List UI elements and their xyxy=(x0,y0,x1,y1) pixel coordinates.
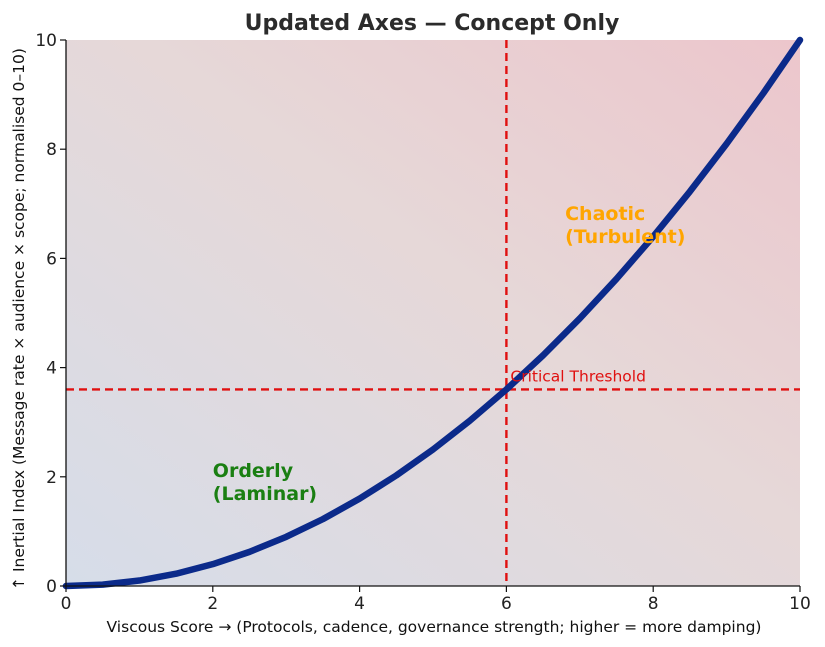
x-tick-label: 6 xyxy=(501,594,512,614)
x-tick-label: 2 xyxy=(207,594,218,614)
threshold-label: Critical Threshold xyxy=(510,367,646,385)
y-tick-label: 2 xyxy=(46,468,57,488)
region-label-1: Chaotic (Turbulent) xyxy=(565,203,685,248)
y-tick-label: 6 xyxy=(46,249,57,269)
region-label-line: (Laminar) xyxy=(213,483,317,505)
region-label-line: (Turbulent) xyxy=(565,226,685,248)
region-label-0: Orderly (Laminar) xyxy=(213,460,317,505)
y-tick-label: 0 xyxy=(46,577,57,597)
x-axis-label: Viscous Score → (Protocols, cadence, gov… xyxy=(107,618,762,636)
y-axis-label: ↑ Inertial Index (Message rate × audienc… xyxy=(10,48,28,590)
y-tick-label: 10 xyxy=(35,31,57,51)
y-tick-label: 4 xyxy=(46,359,57,379)
x-tick-label: 10 xyxy=(789,594,811,614)
series-line-0 xyxy=(62,36,804,590)
region-label-line: Chaotic xyxy=(565,203,645,225)
x-tick-label: 4 xyxy=(354,594,365,614)
x-tick-label: 8 xyxy=(648,594,659,614)
x-tick-label: 0 xyxy=(61,594,72,614)
y-tick-label: 8 xyxy=(46,140,57,160)
region-label-line: Orderly xyxy=(213,460,294,482)
chart-title: Updated Axes — Concept Only xyxy=(245,11,620,36)
plot-background xyxy=(66,40,800,586)
